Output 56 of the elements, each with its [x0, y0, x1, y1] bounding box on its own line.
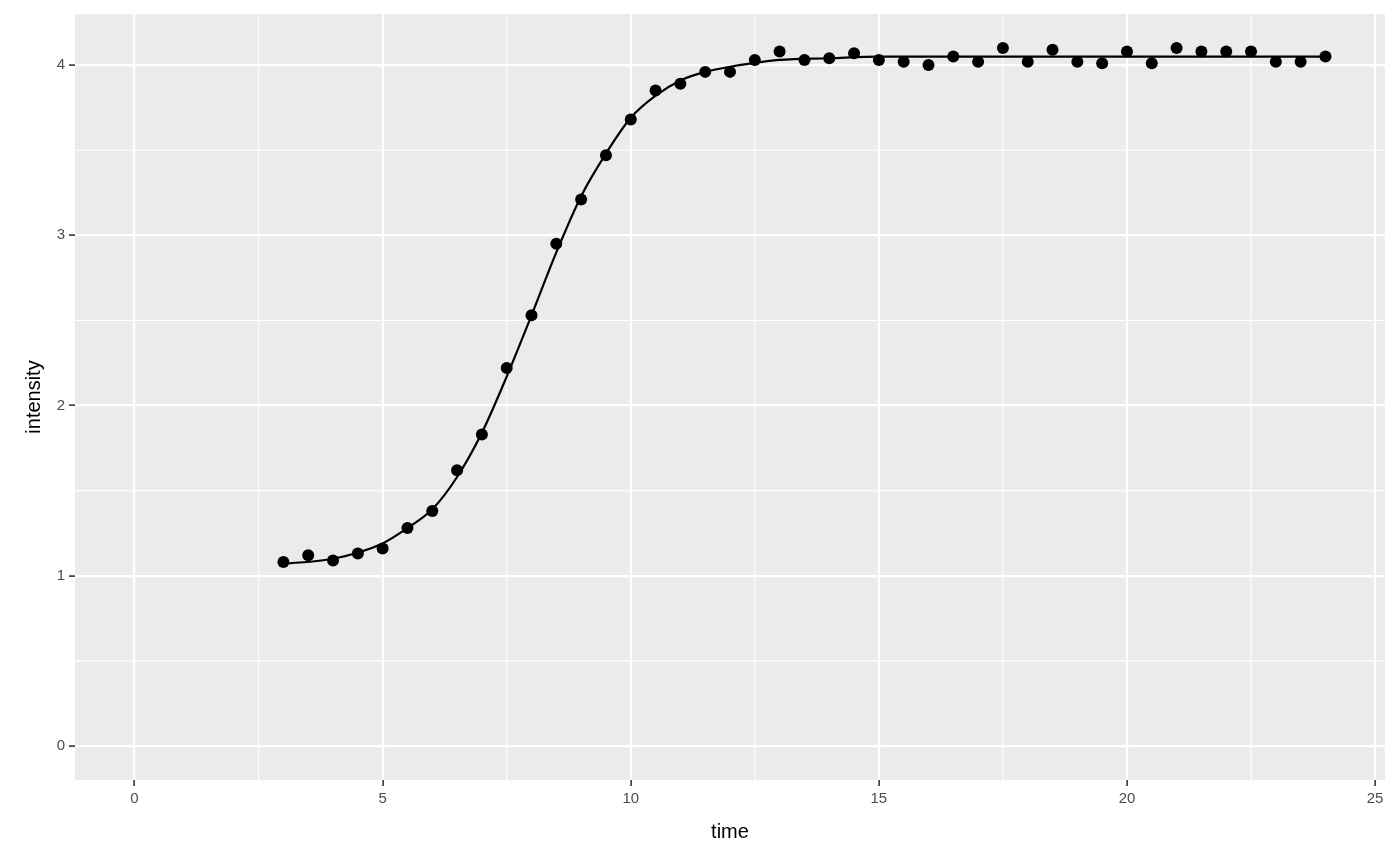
- point: [624, 113, 637, 126]
- point: [947, 50, 960, 63]
- point: [500, 362, 513, 375]
- point: [996, 42, 1009, 55]
- x-axis-title: time: [711, 819, 749, 842]
- y-tick-label: 1: [56, 565, 65, 583]
- point: [1170, 42, 1183, 55]
- y-tick-label: 0: [56, 736, 65, 754]
- point: [277, 556, 290, 569]
- point: [649, 84, 662, 97]
- point: [922, 59, 935, 72]
- point: [550, 237, 563, 250]
- point: [1294, 55, 1307, 68]
- point: [972, 55, 985, 68]
- point: [872, 53, 885, 66]
- point: [1046, 43, 1059, 56]
- point: [1096, 57, 1109, 70]
- point: [848, 47, 861, 60]
- point: [376, 542, 389, 555]
- point: [1245, 45, 1258, 58]
- x-tick-label: 15: [870, 789, 888, 807]
- y-tick-label: 2: [56, 395, 65, 413]
- point: [1120, 45, 1133, 58]
- point: [401, 522, 414, 535]
- point: [426, 505, 439, 518]
- point: [699, 65, 712, 78]
- point: [525, 309, 538, 322]
- point: [575, 193, 588, 206]
- x-tick-label: 0: [130, 789, 139, 807]
- y-tick-label: 3: [56, 225, 65, 243]
- point: [1145, 57, 1158, 70]
- point: [351, 547, 364, 560]
- point: [1071, 55, 1084, 68]
- x-tick-label: 20: [1118, 789, 1136, 807]
- y-tick-label: 4: [56, 55, 65, 73]
- point: [327, 554, 340, 567]
- point: [1319, 50, 1332, 63]
- point: [451, 464, 464, 477]
- point: [674, 77, 687, 90]
- point: [1269, 55, 1282, 68]
- point: [302, 549, 315, 562]
- point: [773, 45, 786, 58]
- point: [1021, 55, 1034, 68]
- point: [798, 53, 811, 66]
- point: [599, 149, 612, 162]
- y-axis-title: intensity: [21, 360, 44, 434]
- point: [724, 65, 736, 78]
- point: [1195, 45, 1208, 58]
- point: [823, 52, 836, 65]
- point: [748, 53, 761, 66]
- x-tick-label: 5: [378, 789, 387, 807]
- point: [1220, 45, 1233, 58]
- point: [897, 55, 910, 68]
- x-tick-label: 25: [1366, 789, 1384, 807]
- x-tick-label: 10: [622, 789, 640, 807]
- point: [475, 428, 488, 441]
